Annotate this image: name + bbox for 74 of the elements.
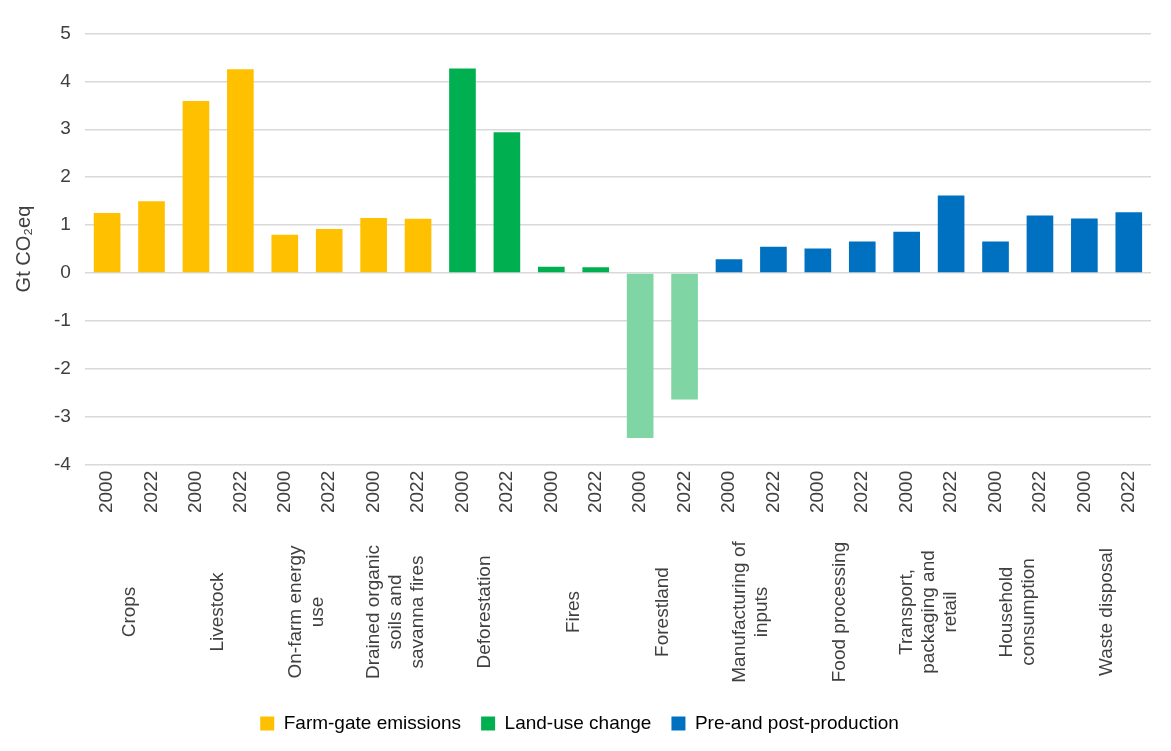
bar <box>582 267 610 273</box>
legend-label: Pre-and post-production <box>694 711 899 733</box>
x-tick-label: 2000 <box>539 470 561 514</box>
bar <box>271 234 299 273</box>
legend-label: Land-use change <box>504 711 652 733</box>
text: Forestland <box>650 567 672 657</box>
y-tick-label: -4 <box>53 452 72 474</box>
bar <box>804 248 832 273</box>
x-tick-label: 2022 <box>939 470 961 514</box>
x-tick-label: 2022 <box>406 470 428 514</box>
bar <box>360 217 387 273</box>
x-tick-label: 2000 <box>717 470 739 514</box>
bar <box>315 228 343 273</box>
bar <box>1115 212 1143 273</box>
text: Drained organic soils and savanna fires <box>362 544 428 680</box>
bar <box>1026 215 1054 273</box>
y-tick-label: 0 <box>60 261 71 283</box>
x-tick-label: 2000 <box>806 470 828 514</box>
bar <box>227 69 254 273</box>
y-tick-label: 1 <box>60 213 71 235</box>
bar <box>93 213 121 273</box>
x-tick-label: 2022 <box>317 470 339 514</box>
text: Waste disposal <box>1094 547 1116 677</box>
x-tick-label: 2000 <box>450 470 472 514</box>
bar <box>982 241 1009 273</box>
x-tick-label: 2022 <box>761 470 783 514</box>
x-tick-label: 2022 <box>672 470 694 514</box>
x-tick-label: 2022 <box>1028 470 1050 514</box>
bar <box>893 231 921 273</box>
text: Livestock <box>206 571 228 652</box>
bar <box>138 201 165 273</box>
bar <box>493 132 521 273</box>
x-tick-label: 2022 <box>850 470 872 514</box>
x-tick-label: 2000 <box>1072 470 1094 514</box>
text: Food processing <box>828 541 850 683</box>
y-tick-label: 4 <box>60 69 72 91</box>
x-tick-label: 2000 <box>95 470 117 514</box>
x-tick-label: 2000 <box>361 470 383 514</box>
y-tick-label: -2 <box>53 357 71 379</box>
x-tick-label: 2000 <box>983 470 1005 514</box>
text: Household consumption <box>994 558 1038 666</box>
y-tick-label: -3 <box>53 405 71 427</box>
text: Transport, packaging and retail <box>895 550 961 674</box>
x-tick-label: 2000 <box>184 470 206 514</box>
bar <box>848 241 876 273</box>
bar <box>671 273 698 400</box>
text: Fires <box>561 590 583 634</box>
bar <box>1071 218 1098 273</box>
text: Manufacturing of inputs <box>728 540 772 683</box>
x-tick-label: 2022 <box>139 470 161 514</box>
text: Crops <box>117 586 139 638</box>
y-tick-label: -1 <box>53 309 71 331</box>
y-axis-title: Gt CO₂eq <box>11 205 34 293</box>
bar <box>626 273 654 438</box>
y-tick-label: 5 <box>60 21 71 43</box>
x-tick-label: 2022 <box>583 470 605 514</box>
text: Deforestation <box>472 555 494 669</box>
bar <box>182 100 210 273</box>
y-tick-label: 3 <box>60 117 71 139</box>
x-tick-label: 2000 <box>273 470 295 514</box>
x-tick-label: 2000 <box>894 470 916 514</box>
bar <box>404 218 432 273</box>
text: On-farm energy use <box>284 544 328 679</box>
x-tick-label: 2022 <box>228 470 250 514</box>
x-tick-label: 2000 <box>628 470 650 514</box>
x-tick-label: 2022 <box>1117 470 1139 514</box>
bar <box>537 266 565 273</box>
bar <box>937 195 965 273</box>
bar <box>760 246 787 273</box>
x-tick-label: 2022 <box>495 470 517 514</box>
bar <box>449 68 476 273</box>
y-tick-label: 2 <box>60 165 71 187</box>
legend-label: Farm-gate emissions <box>283 711 462 733</box>
bar <box>715 259 743 273</box>
